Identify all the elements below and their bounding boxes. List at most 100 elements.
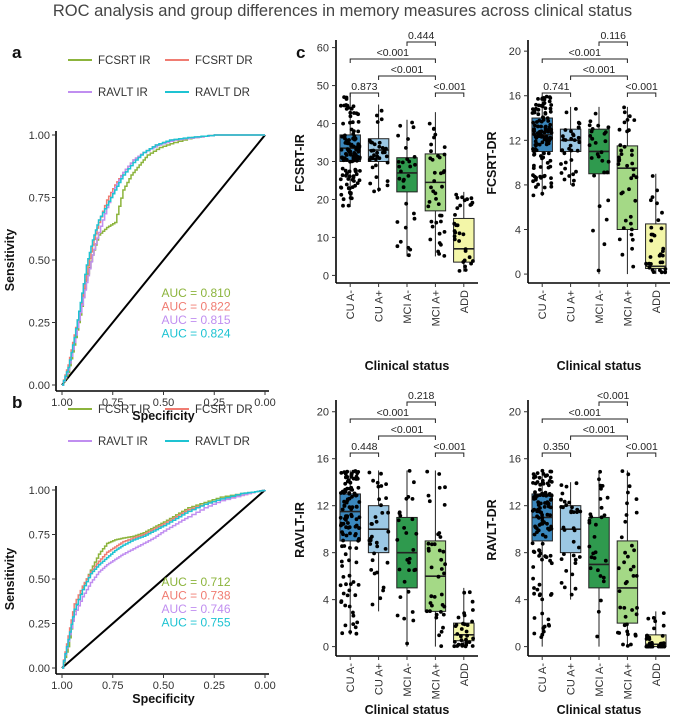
box-point-3-2-14 [599, 598, 603, 603]
box-point-2-0-70 [350, 505, 355, 510]
box-point-2-0-56 [344, 582, 348, 587]
box-point-2-2-26 [413, 567, 418, 572]
box-point-3-0-94 [533, 490, 537, 495]
box-point-1-0-118 [546, 119, 551, 123]
box-point-0-3-30 [436, 249, 440, 254]
box-point-0-0-95 [349, 144, 354, 148]
box-point-1-3-35 [631, 167, 636, 172]
box-point-3-0-29 [540, 597, 545, 602]
box-point-1-0-0 [547, 99, 552, 104]
box-point-1-1-30 [563, 160, 568, 165]
box-point-1-0-109 [541, 155, 546, 160]
sig-bracket-3-3 [570, 435, 628, 440]
box-point-3-0-79 [547, 493, 552, 497]
box-point-1-3-9 [617, 158, 621, 163]
roc-diagonal-0 [61, 134, 266, 386]
auc-label-1-0: AUC = 0.712 [161, 575, 230, 589]
box-point-3-1-9 [577, 555, 582, 559]
box-point-1-4-20 [651, 270, 656, 274]
box-point-2-0-95 [353, 533, 357, 538]
box-point-3-0-87 [532, 591, 536, 596]
box-point-0-1-1 [372, 153, 376, 158]
box-x-tick-label-3-2: MCI A- [594, 663, 606, 697]
box-point-0-4-20 [463, 264, 467, 269]
box-point-0-4-30 [455, 223, 460, 228]
box-point-1-0-113 [549, 136, 553, 141]
sig-label-0-0: <0.001 [377, 47, 410, 59]
box-point-0-0-10 [341, 197, 346, 202]
auc-label-1-2: AUC = 0.746 [161, 602, 230, 616]
box-point-0-1-18 [377, 144, 382, 149]
box-point-2-0-90 [356, 470, 361, 474]
legend-label-1-1: FCSRT DR [195, 404, 253, 416]
box-y-tick-label-1-2: 8 [515, 180, 521, 192]
box-point-1-3-39 [622, 120, 627, 125]
box-point-0-1-15 [385, 179, 390, 184]
box-point-2-1-8 [368, 542, 373, 546]
box-x-tick-label-3-4: ADD [651, 663, 663, 686]
roc-y-tick-label-0-3: 0.75 [29, 193, 50, 205]
box-point-2-3-20 [427, 499, 432, 504]
box-point-2-4-27 [470, 599, 475, 604]
box-point-0-0-106 [357, 178, 362, 183]
box-point-2-0-100 [347, 588, 352, 593]
box-point-3-0-102 [540, 481, 545, 486]
box-point-3-2-7 [596, 609, 601, 614]
box-x-tick-label-1-2: MCI A- [594, 290, 606, 324]
box-point-2-4-7 [459, 638, 464, 643]
box-point-3-0-4 [530, 541, 535, 546]
box-y-tick-label-0-3: 30 [317, 157, 329, 169]
box-point-1-0-117 [548, 96, 553, 100]
box-point-2-0-91 [351, 613, 356, 618]
box-point-2-0-118 [340, 564, 344, 568]
sig-label-2-4: <0.001 [433, 441, 466, 453]
box-point-0-0-116 [352, 153, 357, 158]
box-point-0-3-34 [428, 156, 433, 161]
roc-curve-0-3 [62, 134, 265, 386]
box-point-0-4-22 [457, 269, 462, 273]
box-point-2-2-25 [407, 560, 411, 565]
box-point-2-2-16 [412, 480, 416, 485]
box-point-2-0-20 [354, 517, 359, 522]
box-point-1-1-10 [559, 162, 563, 166]
box-point-1-1-14 [576, 120, 581, 125]
box-point-1-2-6 [588, 119, 593, 124]
box-point-1-1-26 [572, 138, 577, 143]
box-point-1-1-19 [571, 172, 575, 177]
box-point-1-1-20 [563, 138, 568, 142]
box-point-0-2-11 [407, 253, 411, 258]
box-point-0-0-117 [355, 158, 359, 163]
box-point-1-0-72 [545, 127, 549, 132]
box-point-0-2-20 [401, 179, 406, 183]
box-point-3-0-3 [537, 582, 542, 587]
box-point-2-3-33 [438, 535, 443, 539]
box-point-2-1-10 [373, 515, 378, 519]
box-point-2-0-72 [348, 531, 352, 536]
box-point-1-0-23 [548, 158, 553, 163]
box-point-2-0-14 [354, 631, 359, 636]
box-point-3-0-104 [546, 622, 551, 627]
box-point-0-2-13 [401, 185, 406, 190]
box-point-2-0-116 [348, 480, 353, 485]
box-point-1-4-27 [659, 270, 664, 275]
box-point-0-3-17 [427, 121, 432, 126]
box-point-0-4-29 [453, 213, 457, 217]
box-x-tick-label-1-1: CU A+ [566, 290, 578, 322]
box-point-2-3-38 [430, 542, 434, 547]
box-point-0-3-20 [438, 213, 442, 218]
box-x-tick-label-3-0: CU A- [537, 663, 549, 693]
box-point-3-3-17 [627, 484, 632, 489]
box-point-1-1-8 [572, 178, 576, 183]
box-x-tick-label-1-4: ADD [651, 290, 663, 313]
box-point-2-2-21 [402, 579, 407, 584]
auc-label-0-0: AUC = 0.810 [161, 286, 230, 300]
roc-x-tick-label-0-3: 0.25 [204, 397, 225, 409]
box-point-3-3-5 [631, 564, 636, 569]
sig-label-0-4: <0.001 [433, 81, 466, 93]
legend-label-0-0: FCSRT IR [98, 55, 151, 67]
box-point-0-2-18 [399, 169, 403, 174]
box-point-2-0-23 [357, 500, 362, 504]
sig-label-3-1: <0.001 [597, 390, 630, 402]
box-point-0-1-33 [375, 154, 380, 159]
box-point-1-3-28 [630, 246, 634, 251]
